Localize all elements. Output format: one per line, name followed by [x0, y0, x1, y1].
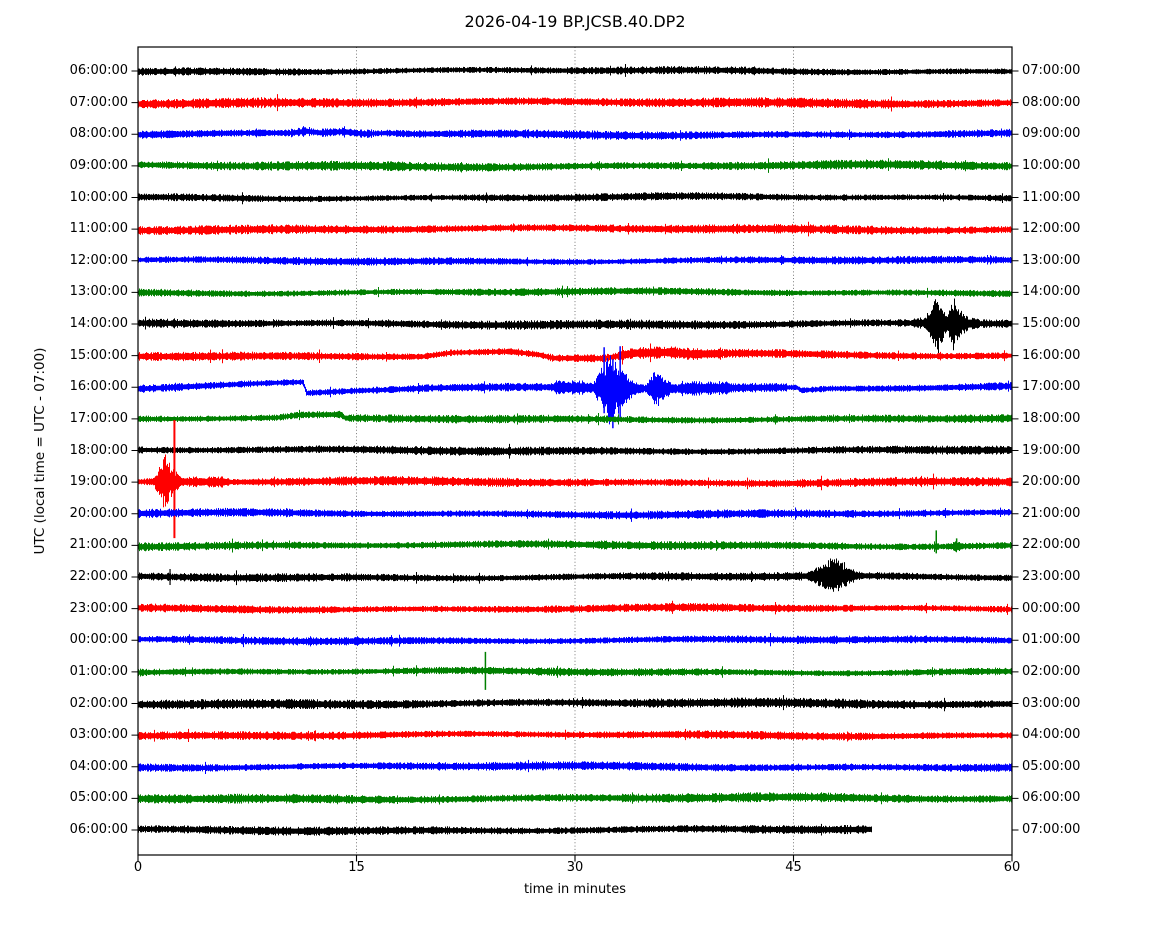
utc-time-label: 13:00:00	[69, 284, 128, 300]
utc-time-label: 15:00:00	[69, 347, 128, 363]
x-tick-label: 45	[785, 860, 802, 875]
utc-time-label: 05:00:00	[69, 790, 128, 806]
local-time-label: 09:00:00	[1022, 126, 1081, 142]
utc-time-label: 00:00:00	[69, 632, 128, 648]
x-axis-label: time in minutes	[523, 882, 627, 897]
local-time-label: 04:00:00	[1022, 727, 1081, 743]
utc-time-label: 18:00:00	[69, 442, 128, 458]
utc-time-label: 08:00:00	[69, 126, 128, 142]
utc-time-label: 14:00:00	[69, 316, 128, 331]
chart-title: 2026-04-19 BP.JCSB.40.DP2	[464, 12, 686, 31]
local-time-label: 19:00:00	[1022, 442, 1081, 458]
x-tick-label: 30	[566, 860, 584, 875]
local-time-label: 21:00:00	[1022, 505, 1081, 521]
utc-time-label: 02:00:00	[69, 695, 128, 711]
utc-time-label: 04:00:00	[69, 758, 128, 774]
local-time-label: 11:00:00	[1022, 189, 1081, 205]
local-time-label: 03:00:00	[1022, 695, 1081, 711]
local-time-label: 17:00:00	[1022, 379, 1081, 395]
local-time-label: 16:00:00	[1022, 347, 1081, 363]
utc-time-label: 20:00:00	[69, 505, 128, 521]
local-time-label: 15:00:00	[1022, 316, 1081, 331]
utc-time-label: 12:00:00	[69, 252, 128, 268]
local-time-label: 20:00:00	[1022, 474, 1081, 490]
utc-time-label: 11:00:00	[69, 221, 128, 237]
local-time-label: 07:00:00	[1022, 822, 1081, 837]
x-tick-label: 60	[1003, 860, 1021, 875]
local-time-label: 06:00:00	[1022, 790, 1081, 806]
utc-time-label: 03:00:00	[69, 727, 128, 743]
local-time-label: 08:00:00	[1022, 94, 1081, 110]
utc-time-label: 01:00:00	[69, 663, 128, 679]
local-time-label: 02:00:00	[1022, 663, 1081, 679]
utc-time-label: 07:00:00	[69, 94, 128, 110]
utc-time-label: 10:00:00	[69, 189, 128, 205]
utc-time-label: 22:00:00	[69, 569, 128, 584]
utc-time-label: 16:00:00	[69, 379, 128, 395]
local-time-label: 23:00:00	[1022, 569, 1081, 584]
x-tick-label: 15	[348, 860, 365, 875]
utc-time-label: 19:00:00	[69, 474, 128, 490]
utc-time-label: 06:00:00	[69, 822, 128, 837]
local-time-label: 07:00:00	[1022, 63, 1081, 78]
local-time-label: 14:00:00	[1022, 284, 1081, 300]
local-time-label: 10:00:00	[1022, 157, 1081, 173]
local-time-label: 18:00:00	[1022, 410, 1081, 426]
local-time-label: 00:00:00	[1022, 600, 1081, 616]
utc-time-label: 23:00:00	[69, 600, 128, 616]
utc-time-label: 17:00:00	[69, 410, 128, 426]
x-tick-label: 0	[133, 860, 143, 875]
local-time-label: 22:00:00	[1022, 537, 1081, 553]
utc-time-label: 21:00:00	[69, 537, 128, 553]
utc-time-label: 06:00:00	[69, 63, 128, 78]
local-time-label: 01:00:00	[1022, 632, 1081, 648]
local-time-label: 12:00:00	[1022, 221, 1081, 237]
local-time-label: 13:00:00	[1022, 252, 1081, 268]
utc-time-label: 09:00:00	[69, 157, 128, 173]
local-time-label: 05:00:00	[1022, 758, 1081, 774]
